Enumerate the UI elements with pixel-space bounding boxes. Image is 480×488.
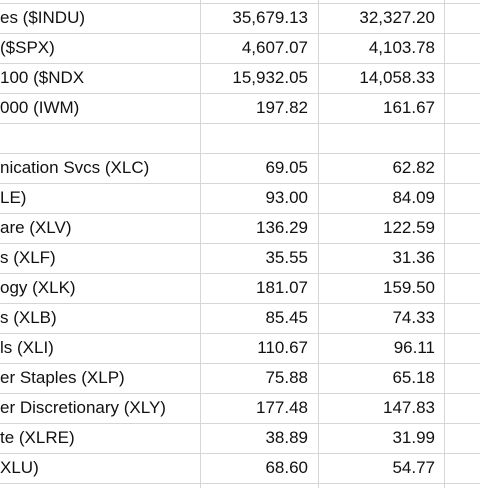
row-border	[0, 453, 480, 454]
cell-value: 15,932.05	[232, 68, 308, 87]
cell-value: 110.67	[257, 338, 308, 357]
column-border	[444, 0, 445, 488]
row-label: ls (XLI)	[0, 338, 54, 357]
row-label: er Staples (XLP)	[0, 368, 125, 387]
column-border	[200, 0, 201, 488]
cell-value: 136.29	[256, 218, 308, 237]
row-border	[0, 63, 480, 64]
cell-value: 54.77	[392, 458, 435, 477]
cell-value: 35.55	[265, 248, 308, 267]
row-label: s (XLF)	[0, 248, 56, 267]
column-border	[318, 0, 319, 488]
row-label: 100 ($NDX	[0, 68, 85, 87]
cell-value: 68.60	[265, 458, 308, 477]
cell-value: 197.82	[256, 98, 308, 117]
cell-value: 74.33	[392, 308, 435, 327]
row-label: 000 (IWM)	[0, 98, 80, 117]
cell-value: 4,607.07	[241, 38, 308, 57]
cell-value: 85.45	[265, 308, 308, 327]
row-border	[0, 93, 480, 94]
row-border	[0, 303, 480, 304]
row-label: are (XLV)	[0, 218, 72, 237]
cell-value: 177.48	[256, 398, 308, 417]
cell-value: 93.00	[265, 188, 308, 207]
row-label: s (XLB)	[0, 308, 57, 327]
row-label: er Discretionary (XLY)	[0, 398, 166, 417]
row-border	[0, 33, 480, 34]
row-border	[0, 183, 480, 184]
cell-value: 14,058.33	[359, 68, 435, 87]
row-border	[0, 393, 480, 394]
row-border	[0, 423, 480, 424]
row-border	[0, 483, 480, 484]
row-border	[0, 213, 480, 214]
cell-value: 38.89	[265, 428, 308, 447]
cell-value: 4,103.78	[368, 38, 435, 57]
cell-value: 181.07	[256, 278, 308, 297]
row-label: nication Svcs (XLC)	[0, 158, 150, 177]
cell-value: 35,679.13	[232, 8, 308, 27]
cell-value: 161.67	[383, 98, 435, 117]
cell-value: 96.11	[393, 338, 435, 357]
row-label: ($SPX)	[0, 38, 55, 57]
cell-value: 32,327.20	[359, 8, 435, 27]
cell-value: 122.59	[383, 218, 435, 237]
cell-value: 69.05	[265, 158, 308, 177]
row-border	[0, 333, 480, 334]
row-label: ogy (XLK)	[0, 278, 76, 297]
row-label: XLU)	[0, 458, 39, 477]
cell-value: 147.83	[383, 398, 435, 417]
cell-value: 62.82	[392, 158, 435, 177]
cell-value: 31.99	[392, 428, 435, 447]
row-border	[0, 363, 480, 364]
row-border	[0, 243, 480, 244]
cell-value: 75.88	[265, 368, 308, 387]
cell-value: 65.18	[392, 368, 435, 387]
cell-value: 31.36	[392, 248, 435, 267]
row-border	[0, 3, 480, 4]
row-label: te (XLRE)	[0, 428, 75, 447]
cell-value: 159.50	[383, 278, 435, 297]
row-border	[0, 123, 480, 124]
cell-value: 84.09	[392, 188, 435, 207]
row-label: es ($INDU)	[0, 8, 86, 27]
row-border	[0, 273, 480, 274]
row-border	[0, 153, 480, 154]
row-label: LE)	[0, 188, 27, 207]
